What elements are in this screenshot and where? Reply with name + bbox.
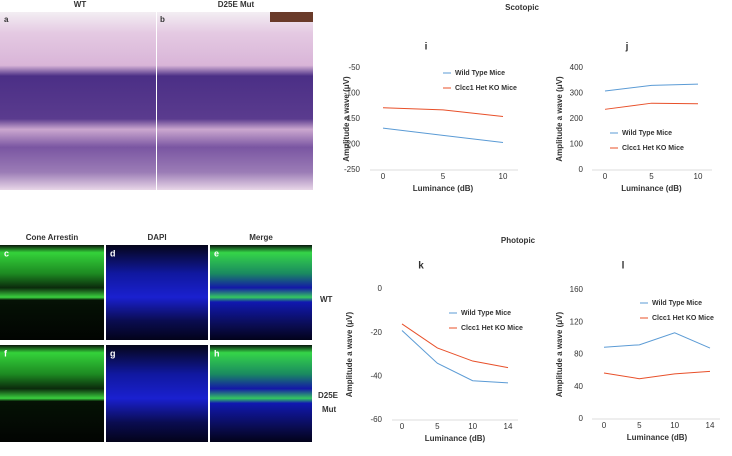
x-tick-label: 10 bbox=[694, 172, 703, 181]
y-tick-label: -150 bbox=[344, 114, 361, 123]
row-label: Mut bbox=[322, 405, 337, 414]
legend-label: Wild Type Mice bbox=[461, 310, 511, 317]
x-axis-label: Luminance (dB) bbox=[413, 184, 474, 193]
panel-letter: d bbox=[110, 248, 116, 258]
y-tick-label: -100 bbox=[344, 89, 361, 98]
y-tick-label: 200 bbox=[570, 114, 584, 123]
x-tick-label: 14 bbox=[706, 421, 715, 430]
y-axis-label: Amplitude a wave (μV) bbox=[342, 76, 351, 162]
x-tick-label: 5 bbox=[637, 421, 642, 430]
chart-title: i bbox=[425, 42, 428, 53]
column-label: DAPI bbox=[147, 233, 166, 242]
y-tick-label: 120 bbox=[570, 317, 584, 326]
histology-image bbox=[157, 12, 313, 190]
panel-letter: e bbox=[214, 248, 219, 258]
fluorescence-image bbox=[0, 345, 104, 442]
y-tick-label: 300 bbox=[570, 89, 584, 98]
panel-letter: f bbox=[4, 348, 8, 358]
fluorescence-image bbox=[210, 345, 312, 442]
series-line bbox=[604, 102, 699, 110]
x-tick-label: 0 bbox=[381, 172, 386, 181]
fluorescence-image bbox=[106, 345, 208, 442]
x-tick-label: 0 bbox=[602, 421, 607, 430]
y-tick-label: -40 bbox=[370, 371, 382, 380]
series-line bbox=[603, 332, 711, 349]
legend-label: Clcc1 Het KO Mice bbox=[461, 325, 523, 332]
y-tick-label: 400 bbox=[570, 63, 584, 72]
y-tick-label: -50 bbox=[348, 63, 360, 72]
section-title: Photopic bbox=[501, 236, 536, 245]
chart-title: l bbox=[622, 261, 625, 272]
x-axis-label: Luminance (dB) bbox=[621, 184, 682, 193]
y-tick-label: 0 bbox=[378, 284, 383, 293]
panel-letter: c bbox=[4, 248, 9, 258]
y-tick-label: -250 bbox=[344, 165, 361, 174]
y-tick-label: 100 bbox=[570, 140, 584, 149]
x-tick-label: 10 bbox=[499, 172, 508, 181]
y-tick-label: 40 bbox=[574, 382, 583, 391]
y-tick-label: -60 bbox=[370, 415, 382, 424]
x-tick-label: 10 bbox=[670, 421, 679, 430]
y-tick-label: 160 bbox=[570, 285, 584, 294]
y-axis-label: Amplitude a wave (μV) bbox=[345, 311, 354, 397]
legend-label: Clcc1 Het KO Mice bbox=[652, 315, 714, 322]
row-label: WT bbox=[320, 295, 333, 304]
panel-letter: a bbox=[4, 15, 9, 24]
histology-artifact bbox=[270, 12, 313, 22]
y-axis-label: Amplitude a wave (μV) bbox=[555, 311, 564, 397]
x-axis-label: Luminance (dB) bbox=[425, 434, 486, 443]
legend-label: Wild Type Mice bbox=[455, 70, 505, 77]
panel-letter: g bbox=[110, 348, 116, 358]
series-line bbox=[604, 83, 699, 92]
series-line bbox=[603, 370, 711, 380]
chart-title: k bbox=[418, 261, 424, 272]
panel-letter: b bbox=[160, 15, 165, 24]
column-label: Cone Arrestin bbox=[26, 233, 79, 242]
fluorescence-image bbox=[210, 245, 312, 340]
section-title: Scotopic bbox=[505, 3, 539, 12]
x-tick-label: 0 bbox=[400, 422, 405, 431]
panel-label: D25E Mut bbox=[218, 0, 255, 9]
fluorescence-image bbox=[106, 245, 208, 340]
column-label: Merge bbox=[249, 233, 273, 242]
fluorescence-image bbox=[0, 245, 104, 340]
x-tick-label: 5 bbox=[441, 172, 446, 181]
legend-label: Clcc1 Het KO Mice bbox=[622, 145, 684, 152]
legend-label: Wild Type Mice bbox=[622, 130, 672, 137]
y-tick-label: 80 bbox=[574, 350, 583, 359]
series-line bbox=[401, 330, 509, 384]
x-axis-label: Luminance (dB) bbox=[627, 433, 688, 442]
y-tick-label: -200 bbox=[344, 140, 361, 149]
y-tick-label: -20 bbox=[370, 328, 382, 337]
x-tick-label: 14 bbox=[504, 422, 513, 431]
x-tick-label: 5 bbox=[649, 172, 654, 181]
histology-image bbox=[0, 12, 156, 190]
x-tick-label: 5 bbox=[435, 422, 440, 431]
legend-label: Wild Type Mice bbox=[652, 300, 702, 307]
y-tick-label: 0 bbox=[579, 165, 584, 174]
x-tick-label: 0 bbox=[603, 172, 608, 181]
series-line bbox=[401, 323, 509, 369]
y-tick-label: 0 bbox=[579, 414, 584, 423]
series-line bbox=[382, 107, 504, 117]
legend-label: Clcc1 Het KO Mice bbox=[455, 85, 517, 92]
chart-title: j bbox=[625, 42, 629, 53]
y-axis-label: Amplitude a wave (μV) bbox=[555, 76, 564, 162]
series-line bbox=[382, 127, 504, 143]
panel-letter: h bbox=[214, 348, 220, 358]
x-tick-label: 10 bbox=[468, 422, 477, 431]
panel-label: WT bbox=[74, 0, 87, 9]
row-label: D25E bbox=[318, 391, 339, 400]
